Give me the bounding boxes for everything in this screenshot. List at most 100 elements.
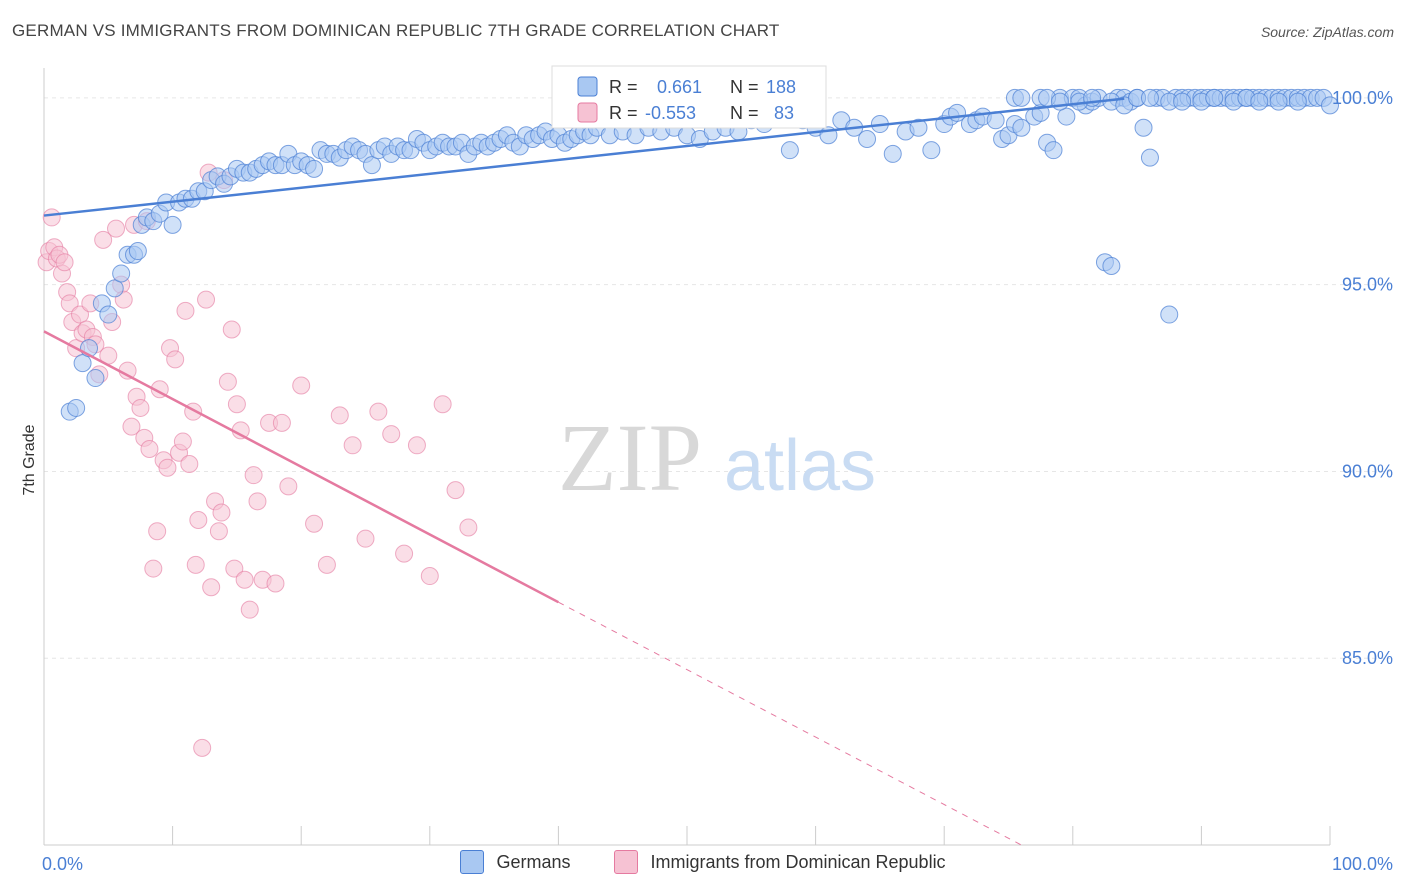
x-tick-label-1: 100.0% — [1332, 854, 1393, 874]
german-point-2 — [73, 354, 92, 373]
dominican-point-61 — [240, 600, 259, 619]
dominican-point-12 — [71, 305, 90, 324]
legend-swatch-dominican — [577, 102, 598, 123]
legend-swatch-germans — [577, 76, 598, 97]
german-point-124 — [1044, 141, 1063, 160]
dominican-point-74 — [356, 529, 375, 548]
german-point-180 — [1173, 92, 1192, 111]
german-point-108 — [909, 118, 928, 137]
dominican-point-39 — [166, 350, 185, 369]
german-point-133 — [1102, 256, 1121, 275]
dominican-point-47 — [193, 738, 212, 757]
y-tick-label-0: 100.0% — [1332, 88, 1393, 108]
dominican-point-9 — [60, 294, 79, 313]
german-point-142 — [1160, 305, 1179, 324]
dominican-point-32 — [140, 440, 159, 459]
german-point-11 — [128, 242, 147, 261]
legend-item-germans[interactable]: Germans — [460, 850, 570, 874]
chart-title: GERMAN VS IMMIGRANTS FROM DOMINICAN REPU… — [12, 21, 780, 40]
german-point-139 — [1140, 148, 1159, 167]
german-point-120 — [1012, 118, 1031, 137]
dominican-trend-line — [43, 330, 559, 604]
dominican-points — [37, 163, 478, 757]
dominican-point-66 — [266, 574, 285, 593]
german-point-109 — [922, 141, 941, 160]
y-tick-label-3: 85.0% — [1342, 648, 1393, 668]
dominican-point-69 — [292, 376, 311, 395]
stats-legend-frame — [551, 65, 827, 129]
dominican-point-22 — [107, 219, 126, 238]
legend-label-dominican: Immigrants from Dominican Republic — [650, 851, 946, 872]
dominican-point-26 — [122, 417, 141, 436]
dominican-point-76 — [382, 425, 401, 444]
german-point-1 — [67, 398, 86, 417]
dominican-point-78 — [407, 436, 426, 455]
dominican-point-71 — [317, 555, 336, 574]
bottom-legend: Germans Immigrants from Dominican Republ… — [0, 850, 1406, 874]
dominican-point-70 — [305, 514, 324, 533]
dominican-point-29 — [131, 398, 150, 417]
german-point-39 — [305, 159, 324, 178]
german-point-6 — [99, 305, 118, 324]
dominican-point-42 — [176, 301, 195, 320]
dominican-point-7 — [55, 253, 74, 272]
y-tick-labels: 100.0% 95.0% 90.0% 85.0% — [1332, 88, 1393, 668]
y-axis-label: 7th Grade — [21, 424, 38, 495]
german-point-126 — [1057, 107, 1076, 126]
dominican-point-33 — [144, 559, 163, 578]
stats-legend: R = 0.661 N = 188 R = -0.553 N = 83 — [551, 65, 827, 129]
dominican-point-68 — [279, 477, 298, 496]
legend-n-label-1: N = — [730, 77, 759, 97]
german-trend-line — [43, 97, 1125, 217]
watermark-atlas: atlas — [724, 426, 876, 506]
dominican-point-2 — [42, 208, 61, 227]
dominican-point-79 — [420, 567, 439, 586]
source-label: Source: ZipAtlas.com — [1260, 24, 1394, 40]
german-point-138 — [1134, 118, 1153, 137]
legend-n-value-1: 188 — [766, 77, 796, 97]
dominican-point-62 — [244, 466, 263, 485]
dominican-point-72 — [330, 406, 349, 425]
x-tick-label-0: 0.0% — [42, 854, 83, 874]
legend-swatch-germans-bottom — [460, 850, 485, 874]
watermark-zip: ZIP — [558, 404, 702, 511]
german-point-17 — [163, 215, 182, 234]
dominican-point-77 — [395, 544, 414, 563]
german-point-7 — [105, 279, 124, 298]
german-point-4 — [86, 369, 105, 388]
dominican-point-57 — [225, 559, 244, 578]
german-point-98 — [780, 141, 799, 160]
german-point-172 — [1050, 92, 1069, 111]
x-tick-labels: 0.0% 100.0% — [42, 854, 1393, 874]
dominican-point-56 — [222, 320, 241, 339]
dominican-point-19 — [94, 230, 113, 249]
german-point-167 — [1321, 96, 1339, 115]
legend-item-dominican[interactable]: Immigrants from Dominican Republic — [614, 850, 946, 874]
legend-label-germans: Germans — [496, 851, 571, 872]
legend-r-label-1: R = — [609, 77, 638, 97]
german-point-187 — [1288, 92, 1307, 111]
legend-swatch-dominican-bottom — [614, 850, 639, 874]
dominican-point-58 — [227, 395, 246, 414]
german-point-185 — [1250, 92, 1269, 111]
dominican-point-34 — [148, 522, 167, 541]
dominican-point-52 — [209, 522, 228, 541]
german-point-186 — [1269, 92, 1288, 111]
dominican-point-45 — [186, 555, 205, 574]
dominican-point-50 — [202, 578, 221, 597]
dominican-point-48 — [197, 290, 216, 309]
trend-lines — [43, 97, 1125, 846]
dominican-trend-dashed — [558, 601, 1022, 846]
german-point-104 — [858, 129, 877, 148]
dominican-point-60 — [235, 570, 254, 589]
dominican-point-37 — [158, 458, 177, 477]
dominican-point-63 — [248, 492, 267, 511]
dominican-point-82 — [459, 518, 478, 537]
legend-r-label-2: R = — [609, 103, 638, 123]
dominican-point-81 — [446, 481, 465, 500]
watermark: ZIP atlas — [558, 404, 876, 511]
dominican-point-73 — [343, 436, 362, 455]
german-point-106 — [883, 144, 902, 163]
legend-r-value-2: -0.553 — [645, 103, 696, 123]
